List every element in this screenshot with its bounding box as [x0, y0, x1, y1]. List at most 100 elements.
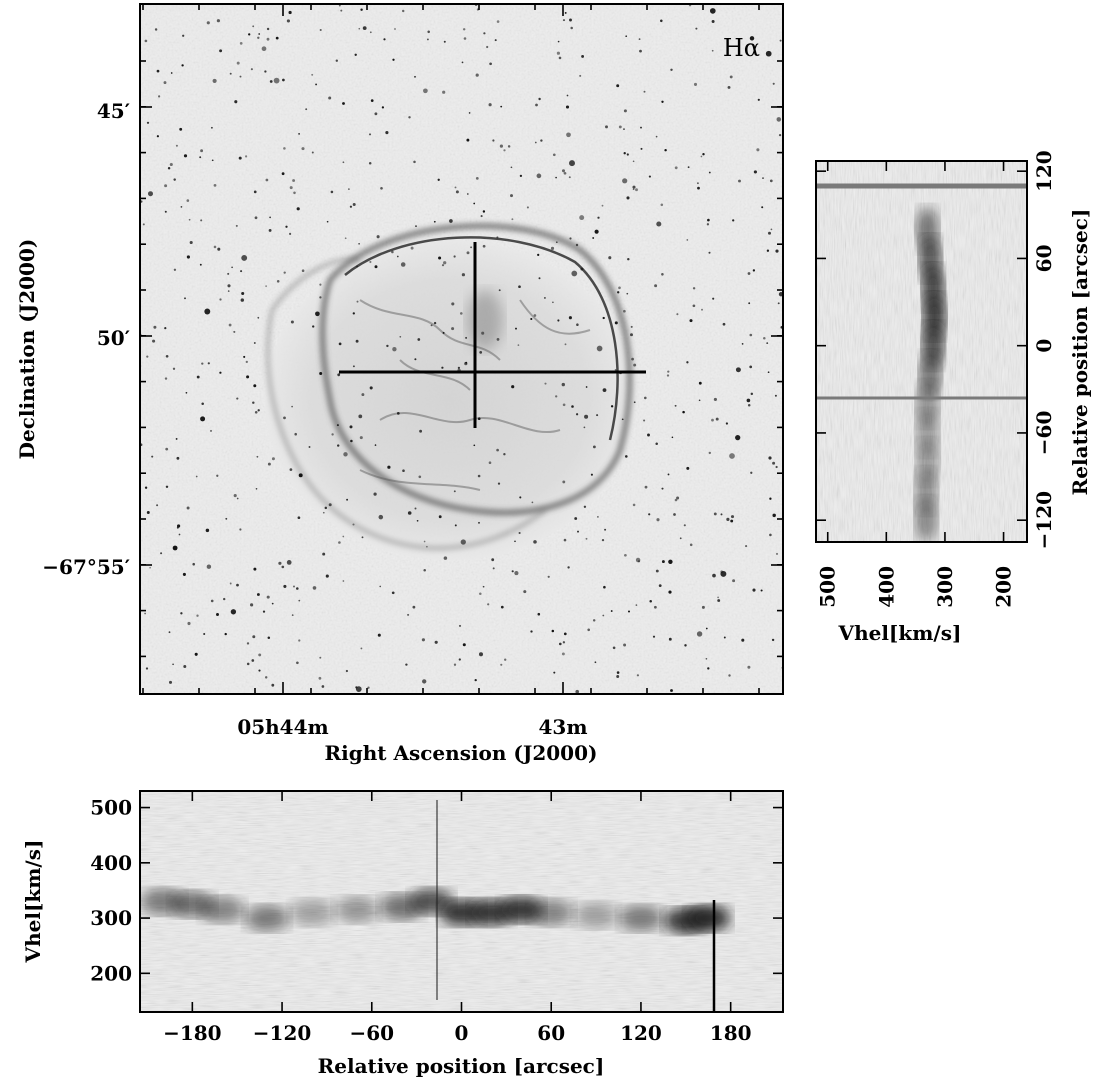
star [209, 429, 213, 432]
star [637, 560, 641, 563]
star [337, 444, 340, 447]
star [674, 498, 678, 502]
star [443, 40, 446, 43]
star [623, 643, 627, 647]
star [417, 338, 421, 341]
star [689, 543, 693, 547]
star [164, 210, 167, 213]
star [146, 511, 150, 514]
star [602, 614, 605, 617]
star [514, 540, 516, 543]
star [488, 461, 492, 465]
x-tick-label: 300 [933, 566, 957, 608]
star [692, 304, 696, 308]
star [164, 184, 168, 188]
star [585, 537, 588, 540]
star [474, 678, 477, 682]
star [575, 689, 579, 694]
star [632, 160, 635, 163]
star [434, 640, 438, 644]
star [465, 336, 468, 339]
star [305, 108, 308, 111]
star [352, 523, 355, 526]
star [644, 396, 647, 400]
star [769, 179, 773, 183]
star [296, 207, 300, 211]
star [555, 395, 558, 398]
star [654, 605, 657, 609]
star [377, 633, 381, 637]
star [423, 569, 426, 572]
star [623, 109, 627, 113]
star [556, 51, 560, 55]
star [466, 251, 470, 255]
star [319, 283, 322, 286]
star [488, 103, 492, 107]
star [720, 513, 723, 516]
star [239, 42, 243, 45]
star [778, 133, 782, 137]
star [535, 103, 538, 107]
star [575, 413, 579, 416]
star [286, 19, 290, 23]
star [342, 102, 345, 105]
star [394, 28, 396, 30]
star [712, 573, 716, 578]
star [223, 597, 226, 601]
star [500, 663, 503, 666]
star [374, 112, 378, 116]
star [679, 537, 682, 540]
star [722, 322, 726, 326]
star [337, 373, 341, 377]
star [246, 642, 250, 645]
star [319, 372, 323, 375]
star [558, 56, 562, 60]
star [713, 397, 717, 401]
star [576, 323, 579, 326]
star [291, 614, 294, 616]
star [752, 269, 756, 272]
star [210, 599, 214, 603]
star [543, 296, 546, 299]
star [385, 131, 389, 135]
spectrum-vertical-ticks: 500 400 300 200 120 60 0 −60 −120 [816, 150, 1056, 607]
star [746, 398, 751, 403]
star [360, 8, 363, 11]
star [461, 61, 464, 64]
star [708, 451, 711, 455]
star [557, 40, 560, 43]
star [623, 128, 625, 130]
star [462, 28, 466, 31]
star [489, 62, 492, 66]
star [241, 254, 248, 261]
star [562, 480, 566, 484]
star [179, 127, 183, 131]
star [170, 72, 173, 74]
star [219, 298, 222, 301]
star [563, 171, 567, 175]
star [712, 297, 715, 300]
star [686, 239, 689, 241]
star [577, 530, 579, 533]
star [396, 255, 399, 258]
star [676, 313, 679, 316]
star [686, 466, 690, 470]
star [547, 575, 550, 578]
star [477, 474, 481, 478]
star [253, 567, 257, 571]
star [298, 473, 303, 478]
nebula-rim-filament [344, 236, 619, 441]
star [473, 202, 476, 205]
star [540, 139, 543, 142]
star [345, 669, 349, 673]
star [370, 99, 374, 102]
star [571, 270, 578, 277]
star [311, 151, 314, 154]
star [538, 277, 541, 280]
star [176, 456, 180, 460]
star [271, 683, 275, 687]
star [360, 647, 363, 650]
star [460, 539, 466, 545]
star [544, 382, 547, 385]
star [477, 417, 481, 421]
